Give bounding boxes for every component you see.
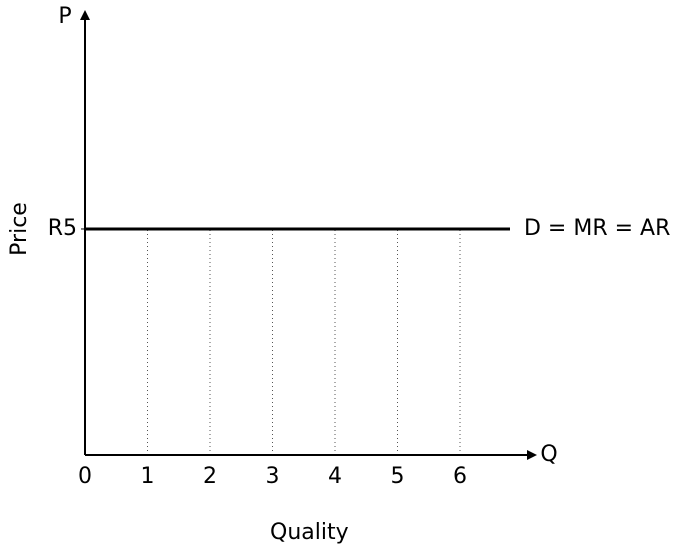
y-tick-label: R5 [48, 216, 77, 241]
x-tick-label: 6 [453, 464, 467, 489]
x-tick-label: 2 [203, 464, 217, 489]
x-tick-label: 0 [78, 464, 92, 489]
x-axis-name: Q [540, 442, 557, 467]
x-tick-label: 5 [391, 464, 405, 489]
y-axis-label: Price [7, 202, 32, 256]
series-label: D = MR = AR [524, 216, 670, 241]
x-tick-label: 1 [141, 464, 155, 489]
y-axis-name: P [58, 4, 71, 29]
x-tick-label: 3 [266, 464, 280, 489]
x-tick-label: 4 [328, 464, 342, 489]
x-axis-label: Quality [270, 520, 349, 545]
